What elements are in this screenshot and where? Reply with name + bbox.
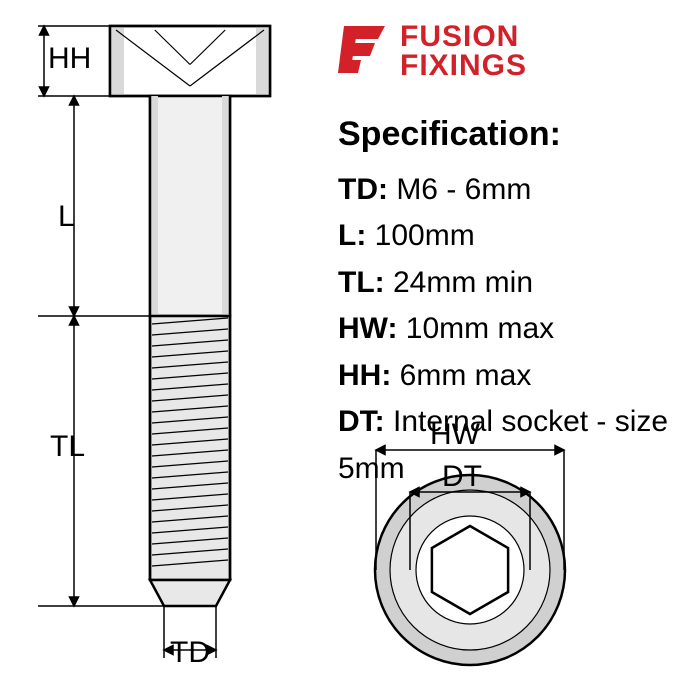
dim-label-tl: TL xyxy=(50,430,85,464)
spec-row: L: 100mm xyxy=(338,213,700,260)
brand-line2: FIXINGS xyxy=(400,52,527,81)
spec-val: 100mm xyxy=(366,219,474,252)
spec-key: TD: xyxy=(338,173,388,206)
spec-val: 24mm min xyxy=(385,266,533,299)
spec-key: HW: xyxy=(338,312,397,345)
spec-val: 10mm max xyxy=(397,312,554,345)
dim-label-hh: HH xyxy=(48,42,91,76)
spec-row: TL: 24mm min xyxy=(338,260,700,307)
dim-label-hw: HW xyxy=(430,418,480,452)
brand-text: FUSION FIXINGS xyxy=(400,23,527,80)
spec-key: L: xyxy=(338,219,366,252)
spec-title: Specification: xyxy=(338,108,700,161)
spec-row: HH: 6mm max xyxy=(338,353,700,400)
spec-row: DT: Internal socket - size 5mm xyxy=(338,399,700,492)
spec-val: 6mm max xyxy=(391,359,531,392)
spec-key: HH: xyxy=(338,359,391,392)
spec-key: TL: xyxy=(338,266,385,299)
spec-key: DT: xyxy=(338,405,385,438)
dim-label-dt: DT xyxy=(442,460,482,494)
dim-label-l: L xyxy=(58,200,75,234)
brand-line1: FUSION xyxy=(400,23,527,52)
brand-logo: FUSION FIXINGS xyxy=(338,22,527,81)
logo-icon xyxy=(338,22,392,81)
spec-row: TD: M6 - 6mm xyxy=(338,167,700,214)
spec-row: HW: 10mm max xyxy=(338,306,700,353)
spec-val: M6 - 6mm xyxy=(388,173,531,206)
spec-val: Internal socket - size 5mm xyxy=(338,405,668,485)
specification-block: Specification: TD: M6 - 6mmL: 100mmTL: 2… xyxy=(338,108,700,492)
dim-label-td: TD xyxy=(170,636,210,670)
